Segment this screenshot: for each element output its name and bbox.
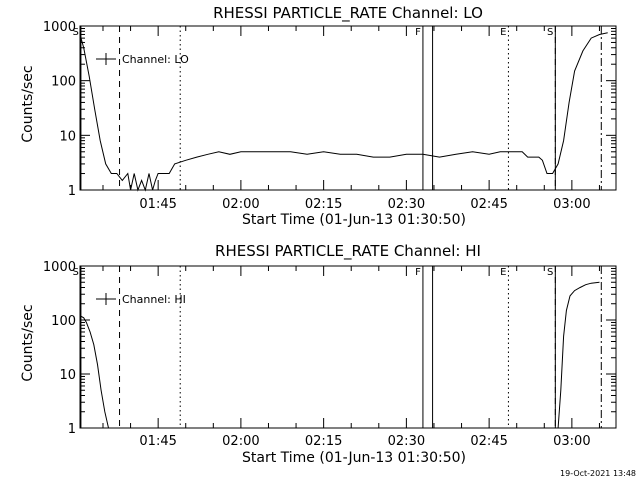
event-marker-label: S — [73, 27, 79, 38]
plot-frame — [79, 25, 617, 191]
x-axis-label: Start Time (01-Jun-13 01:30:50) — [242, 450, 466, 466]
event-marker-label: F — [415, 27, 421, 38]
series-line — [79, 281, 600, 429]
x-tick-label: 01:45 — [139, 434, 176, 449]
event-marker-label: S — [547, 27, 553, 38]
event-marker-label: F — [415, 267, 421, 278]
y-tick-label: 1 — [68, 184, 76, 199]
footer-timestamp: 19-Oct-2021 13:48 — [560, 469, 636, 478]
event-marker-label: S — [73, 267, 79, 278]
legend-entry: Channel: LO — [122, 53, 189, 66]
x-tick-label: 02:00 — [222, 197, 259, 212]
x-tick-label: 02:15 — [305, 197, 342, 212]
y-tick-label: 100 — [51, 314, 76, 329]
y-tick-label: 10 — [59, 129, 76, 144]
x-tick-label: 02:15 — [305, 434, 342, 449]
y-axis-label: Counts/sec — [20, 304, 36, 381]
x-tick-label: 01:45 — [139, 197, 176, 212]
x-tick-label: 02:45 — [470, 197, 507, 212]
chart-title: RHESSI PARTICLE_RATE Channel: LO — [213, 4, 483, 23]
x-tick-label: 03:00 — [553, 434, 590, 449]
legend-entry: Channel: HI — [122, 293, 186, 306]
plot-frame — [79, 265, 617, 429]
lo-channel-panel: RHESSI PARTICLE_RATE Channel: LO Start Ti… — [20, 4, 617, 228]
y-tick-label: 1000 — [43, 260, 76, 275]
y-tick-label: 1000 — [43, 20, 76, 35]
x-tick-label: 02:00 — [222, 434, 259, 449]
event-marker-label: E — [500, 267, 506, 278]
x-tick-label: 02:45 — [470, 434, 507, 449]
y-tick-label: 10 — [59, 368, 76, 383]
x-axis-label: Start Time (01-Jun-13 01:30:50) — [242, 212, 466, 228]
hi-channel-panel: RHESSI PARTICLE_RATE Channel: HI Start Ti… — [20, 242, 617, 466]
x-tick-label: 02:30 — [388, 197, 425, 212]
y-tick-label: 1 — [68, 422, 76, 437]
y-axis-label: Counts/sec — [20, 65, 36, 142]
x-tick-label: 02:30 — [388, 434, 425, 449]
series-line — [79, 32, 608, 192]
x-tick-label: 03:00 — [553, 197, 590, 212]
event-marker-label: S — [547, 267, 553, 278]
event-marker-label: E — [500, 27, 506, 38]
y-tick-label: 100 — [51, 75, 76, 90]
chart-title: RHESSI PARTICLE_RATE Channel: HI — [215, 242, 481, 261]
